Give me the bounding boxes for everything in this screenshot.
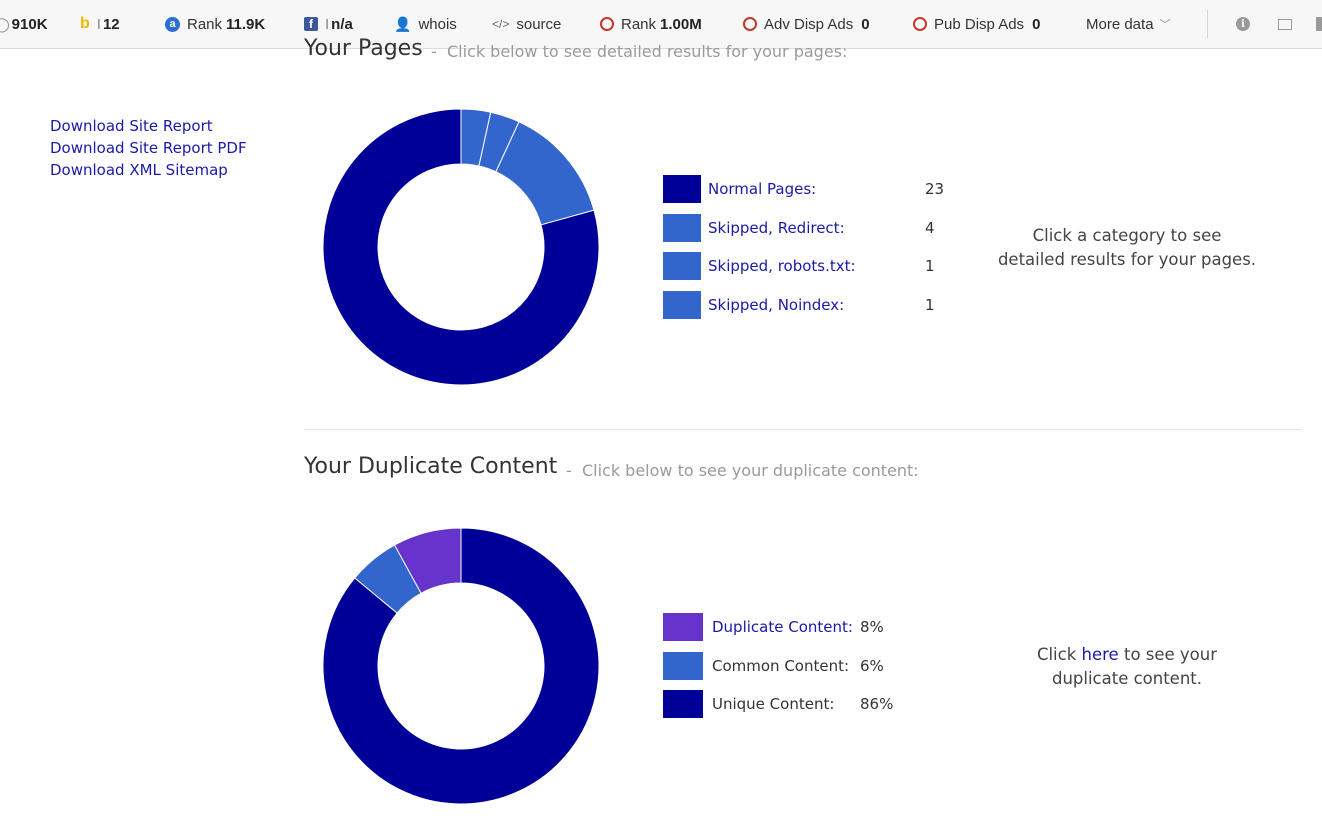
user-icon: 👤 bbox=[394, 15, 412, 32]
toolbar-rank-2[interactable]: Rank 1.00M bbox=[600, 0, 702, 48]
toolbar-pub-disp-ads-label: Pub Disp Ads bbox=[934, 15, 1025, 33]
toolbar-pub-disp-ads[interactable]: Pub Disp Ads 0 bbox=[913, 0, 1040, 48]
legend-swatch bbox=[663, 613, 703, 641]
toolbar-alexa-rank-label: Rank bbox=[187, 15, 223, 33]
toolbar-bing-value: 12 bbox=[102, 15, 120, 33]
circle-icon bbox=[743, 17, 757, 31]
your-pages-note: Click a category to see detailed results… bbox=[997, 224, 1257, 272]
download-site-report-link[interactable]: Download Site Report bbox=[50, 117, 213, 135]
section-divider bbox=[304, 429, 1301, 430]
note-suffix: to see your bbox=[1123, 645, 1218, 664]
your-pages-subtitle-text: Click below to see detailed results for … bbox=[446, 42, 848, 61]
toolbar-whois[interactable]: 👤 whois bbox=[394, 0, 457, 48]
legend-swatch bbox=[663, 291, 701, 319]
duplicate-content-donut-chart[interactable] bbox=[322, 527, 600, 805]
more-data-dropdown[interactable]: More data ﹀ bbox=[1086, 0, 1171, 48]
legend-row-duplicate-content[interactable]: Duplicate Content: 8% bbox=[663, 612, 903, 642]
ring-icon: ◯ bbox=[0, 16, 10, 33]
info-button[interactable]: i bbox=[1236, 0, 1257, 48]
toolbar-pub-disp-ads-value: 0 bbox=[1032, 15, 1041, 33]
donut-slice-unique-content[interactable] bbox=[322, 527, 600, 805]
legend-label-skipped-robots[interactable]: Skipped, robots.txt: bbox=[708, 257, 856, 275]
legend-label-skipped-redirect[interactable]: Skipped, Redirect: bbox=[708, 219, 845, 237]
toolbar-facebook[interactable]: f I n/a bbox=[304, 0, 353, 48]
legend-swatch bbox=[663, 175, 701, 203]
legend-label-duplicate-content[interactable]: Duplicate Content: bbox=[712, 618, 853, 636]
toolbar-overflow-button[interactable] bbox=[1316, 0, 1322, 48]
legend-row-normal-pages[interactable]: Normal Pages: 23 bbox=[663, 174, 963, 204]
legend-row-skipped-noindex[interactable]: Skipped, Noindex: 1 bbox=[663, 290, 963, 320]
circle-icon bbox=[913, 17, 927, 31]
legend-swatch bbox=[663, 252, 701, 280]
duplicate-content-title: Your Duplicate Content bbox=[304, 454, 558, 479]
legend-value-common-content: 6% bbox=[860, 657, 884, 675]
legend-swatch bbox=[663, 214, 701, 242]
legend-value-normal-pages: 23 bbox=[925, 180, 945, 198]
legend-row-unique-content: Unique Content: 86% bbox=[663, 689, 903, 719]
toolbar-adv-disp-ads-value: 0 bbox=[861, 15, 870, 33]
duplicate-content-subtitle-text: Click below to see your duplicate conten… bbox=[581, 461, 919, 480]
code-icon: </> bbox=[492, 17, 510, 31]
bing-icon: b bbox=[80, 15, 90, 32]
toolbar-rank-2-value: 1.00M bbox=[660, 15, 702, 33]
legend-row-skipped-redirect[interactable]: Skipped, Redirect: 4 bbox=[663, 213, 963, 243]
duplicate-content-note: Click here to see your duplicate content… bbox=[1002, 643, 1252, 691]
more-data-label: More data bbox=[1086, 15, 1154, 33]
legend-label-skipped-noindex[interactable]: Skipped, Noindex: bbox=[708, 296, 845, 314]
overflow-icon bbox=[1316, 17, 1322, 31]
toolbar-rank-2-label: Rank bbox=[621, 15, 657, 33]
circle-icon bbox=[600, 17, 614, 31]
duplicate-content-subtitle: - Click below to see your duplicate cont… bbox=[566, 461, 919, 480]
toolbar-adv-disp-ads[interactable]: Adv Disp Ads 0 bbox=[743, 0, 870, 48]
your-pages-donut-chart[interactable] bbox=[322, 108, 600, 386]
donut-slice-skipped-noindex[interactable] bbox=[460, 108, 492, 167]
legend-row-skipped-robots[interactable]: Skipped, robots.txt: 1 bbox=[663, 251, 963, 281]
legend-label-common-content: Common Content: bbox=[712, 657, 850, 675]
toolbar-whois-label: whois bbox=[418, 15, 457, 33]
toolbar-divider bbox=[1207, 10, 1208, 38]
legend-swatch bbox=[663, 652, 703, 680]
your-pages-title: Your Pages bbox=[304, 36, 423, 61]
note-prefix: Click bbox=[1036, 645, 1077, 664]
toolbar-item-1-value: 910K bbox=[11, 15, 48, 33]
legend-value-duplicate-content: 8% bbox=[860, 618, 884, 636]
alexa-icon: a bbox=[165, 16, 180, 32]
duplicate-content-note-line2: duplicate content. bbox=[1051, 669, 1203, 688]
info-icon: i bbox=[1236, 17, 1250, 31]
your-pages-subtitle: - Click below to see detailed results fo… bbox=[431, 42, 848, 61]
toolbar-adv-disp-ads-label: Adv Disp Ads bbox=[764, 15, 854, 33]
legend-value-skipped-noindex: 1 bbox=[925, 296, 935, 314]
toolbar-bing[interactable]: b I 12 bbox=[80, 15, 120, 33]
legend-value-skipped-robots: 1 bbox=[925, 257, 935, 275]
legend-value-skipped-redirect: 4 bbox=[925, 219, 935, 237]
donut-slice-normal-pages[interactable] bbox=[322, 108, 600, 386]
seo-toolbar: ◯ 910K b I 12 a Rank 11.9K f I n/a 👤 who… bbox=[0, 0, 1322, 49]
toolbar-source-label: source bbox=[516, 15, 562, 33]
duplicate-content-note-line1: Click here to see your bbox=[1002, 643, 1252, 667]
toolbar-alexa-rank-value: 11.9K bbox=[226, 15, 266, 33]
toolbar-facebook-value: n/a bbox=[331, 15, 353, 33]
legend-label-normal-pages[interactable]: Normal Pages: bbox=[708, 180, 817, 198]
screen-button[interactable] bbox=[1278, 0, 1299, 48]
download-xml-sitemap-link[interactable]: Download XML Sitemap bbox=[50, 161, 228, 179]
toolbar-item-1[interactable]: ◯ 910K bbox=[0, 0, 48, 48]
chevron-down-icon: ﹀ bbox=[1159, 19, 1171, 31]
your-pages-note-line1: Click a category to see bbox=[1032, 226, 1222, 245]
legend-value-unique-content: 86% bbox=[860, 695, 894, 713]
download-site-report-pdf-link[interactable]: Download Site Report PDF bbox=[50, 139, 247, 157]
your-pages-note-line2: detailed results for your pages. bbox=[997, 250, 1257, 269]
toolbar-source[interactable]: </> source bbox=[492, 0, 561, 48]
legend-row-common-content: Common Content: 6% bbox=[663, 651, 903, 681]
legend-swatch bbox=[663, 690, 703, 718]
toolbar-alexa-rank[interactable]: a Rank 11.9K bbox=[165, 0, 265, 48]
legend-label-unique-content: Unique Content: bbox=[712, 695, 835, 713]
facebook-icon: f bbox=[304, 17, 318, 31]
monitor-icon bbox=[1278, 18, 1292, 30]
here-link[interactable]: here bbox=[1081, 645, 1119, 664]
